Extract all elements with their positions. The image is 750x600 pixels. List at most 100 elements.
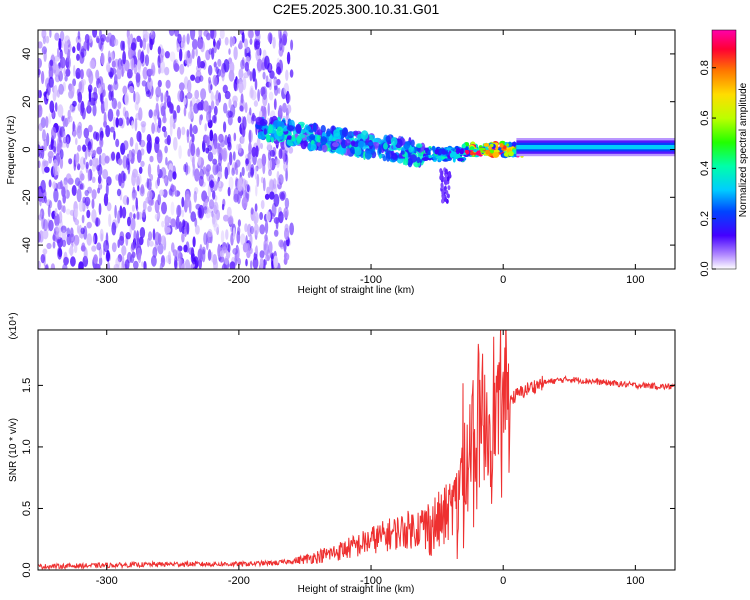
spectrogram-noise-cell [98,154,102,168]
spectrogram-noise-cell [139,227,146,239]
spectrogram-noise-cell [244,223,248,233]
spectrogram-signal-cell [341,139,346,146]
spectrogram-noise-cell [49,100,55,113]
spectrogram-noise-cell [159,60,166,74]
spectrogram-noise-cell [109,126,115,133]
spectrogram-noise-cell [268,78,273,91]
spectrogram-noise-cell [122,85,128,95]
spectrogram-noise-cell [76,224,80,234]
spectrogram-noise-cell [168,251,171,263]
spectrogram-noise-cell [56,181,63,190]
spectrogram-signal-cell [350,140,356,147]
spectrogram-signal-cell [385,152,391,162]
spectrogram-noise-cell [278,148,283,159]
spectrogram-noise-cell [40,254,45,264]
spectrogram-noise-cell [176,204,182,218]
spectrogram-noise-cell [184,162,189,176]
spectrogram-noise-cell [121,245,127,256]
spectrogram-noise-cell [157,164,160,175]
spectrogram-noise-cell [38,260,41,269]
spectrogram-noise-cell [38,104,43,118]
spectrogram-noise-cell [40,179,46,194]
spectrogram-noise-cell [121,255,125,269]
spectrogram-noise-cell [126,196,130,206]
spectrogram-noise-cell [228,176,234,190]
spectrogram-signal-cell [488,145,492,150]
spectrogram-noise-cell [237,226,241,236]
spectrogram-signal-cell [469,146,475,151]
spectrogram-noise-cell [222,147,228,162]
spectrogram-noise-cell [138,236,144,246]
spectrogram-noise-cell [67,109,71,120]
spectrogram-noise-cell [73,234,80,246]
spectrogram-noise-cell [285,168,288,182]
spectrogram-noise-cell [130,42,137,51]
spectrogram-noise-cell [282,150,286,165]
spectrogram-noise-cell [111,67,117,75]
spectrogram-noise-cell [142,66,149,80]
spectrogram-noise-cell [122,50,126,65]
spectrogram-noise-cell [116,66,122,80]
spectrogram-noise-cell [94,263,101,269]
y-tick-label: 1.0 [21,439,33,454]
spectrogram-noise-cell [217,143,221,155]
spectrogram-noise-cell [217,58,222,67]
spectrogram-noise-cell [131,251,136,258]
spectrogram-noise-cell [266,249,271,262]
spectrogram-noise-cell [161,201,167,215]
spectrogram-noise-cell [231,36,235,47]
spectrogram-noise-cell [192,169,195,178]
spectrogram-noise-cell [99,127,104,141]
spectrogram-noise-cell [254,203,258,213]
spectrogram-noise-cell [66,57,70,67]
spectrogram-noise-cell [160,255,166,268]
spectrogram-noise-cell [236,78,240,85]
spectrogram-signal-cell [512,141,517,147]
spectrogram-signal-cell [391,152,398,160]
spectrogram-noise-cell [61,186,66,198]
spectrogram-noise-cell [160,92,164,103]
spectrogram-noise-cell [191,133,195,143]
spectrogram-noise-cell [151,122,156,134]
spectrogram-noise-cell [58,211,63,224]
spectrogram-signal-cell [390,137,398,146]
spectrogram-noise-cell [218,152,222,167]
spectrogram-noise-cell [64,75,68,82]
spectrogram-noise-cell [121,206,127,219]
spectrogram-noise-cell [157,176,160,187]
spectrogram-noise-cell [52,241,56,249]
spectrogram-noise-cell [209,199,215,210]
spectrogram-noise-cell [197,101,204,111]
spectrogram-noise-cell [213,140,218,150]
spectrogram-noise-cell [52,181,57,190]
spectrogram-noise-cell [200,88,207,100]
spectrogram-noise-cell [216,226,220,236]
spectrogram-noise-cell [54,213,60,227]
spectrogram-noise-cell [66,227,71,238]
spectrogram-noise-cell [50,263,56,269]
spectrogram-noise-cell [205,134,210,142]
spectrogram-noise-cell [269,179,275,192]
spectrogram-noise-cell [86,233,92,246]
spectrogram-noise-cell [38,69,41,76]
snr-y-ticks: 0.0 0.5 1.0 1.5 [21,378,675,578]
spectrogram-noise-cell [144,31,150,39]
spectrogram-noise-cell [212,115,217,124]
spectrogram-noise-cell [80,227,85,235]
spectrogram-signal-cell [310,143,317,151]
spectrogram-noise-cell [111,151,116,161]
spectrogram-noise-cell [290,39,294,51]
spectrogram-noise-cell [142,200,147,211]
spectrogram-noise-cell [183,244,188,253]
spectrogram-signal-cell [400,150,405,155]
spectrogram-noise-cell [168,163,174,173]
spectrogram-noise-cell [148,109,153,119]
spectrogram-noise-cell [221,203,225,211]
spectrogram-noise-cell [69,103,73,112]
spectrogram-noise-cell [161,220,165,228]
spectrogram-noise-cell [141,123,146,133]
spectrogram-signal-cell [303,140,309,147]
spectrogram-noise-cell [57,47,60,58]
spectrogram-noise-cell [169,103,174,114]
spectrogram-noise-cell [237,177,243,192]
